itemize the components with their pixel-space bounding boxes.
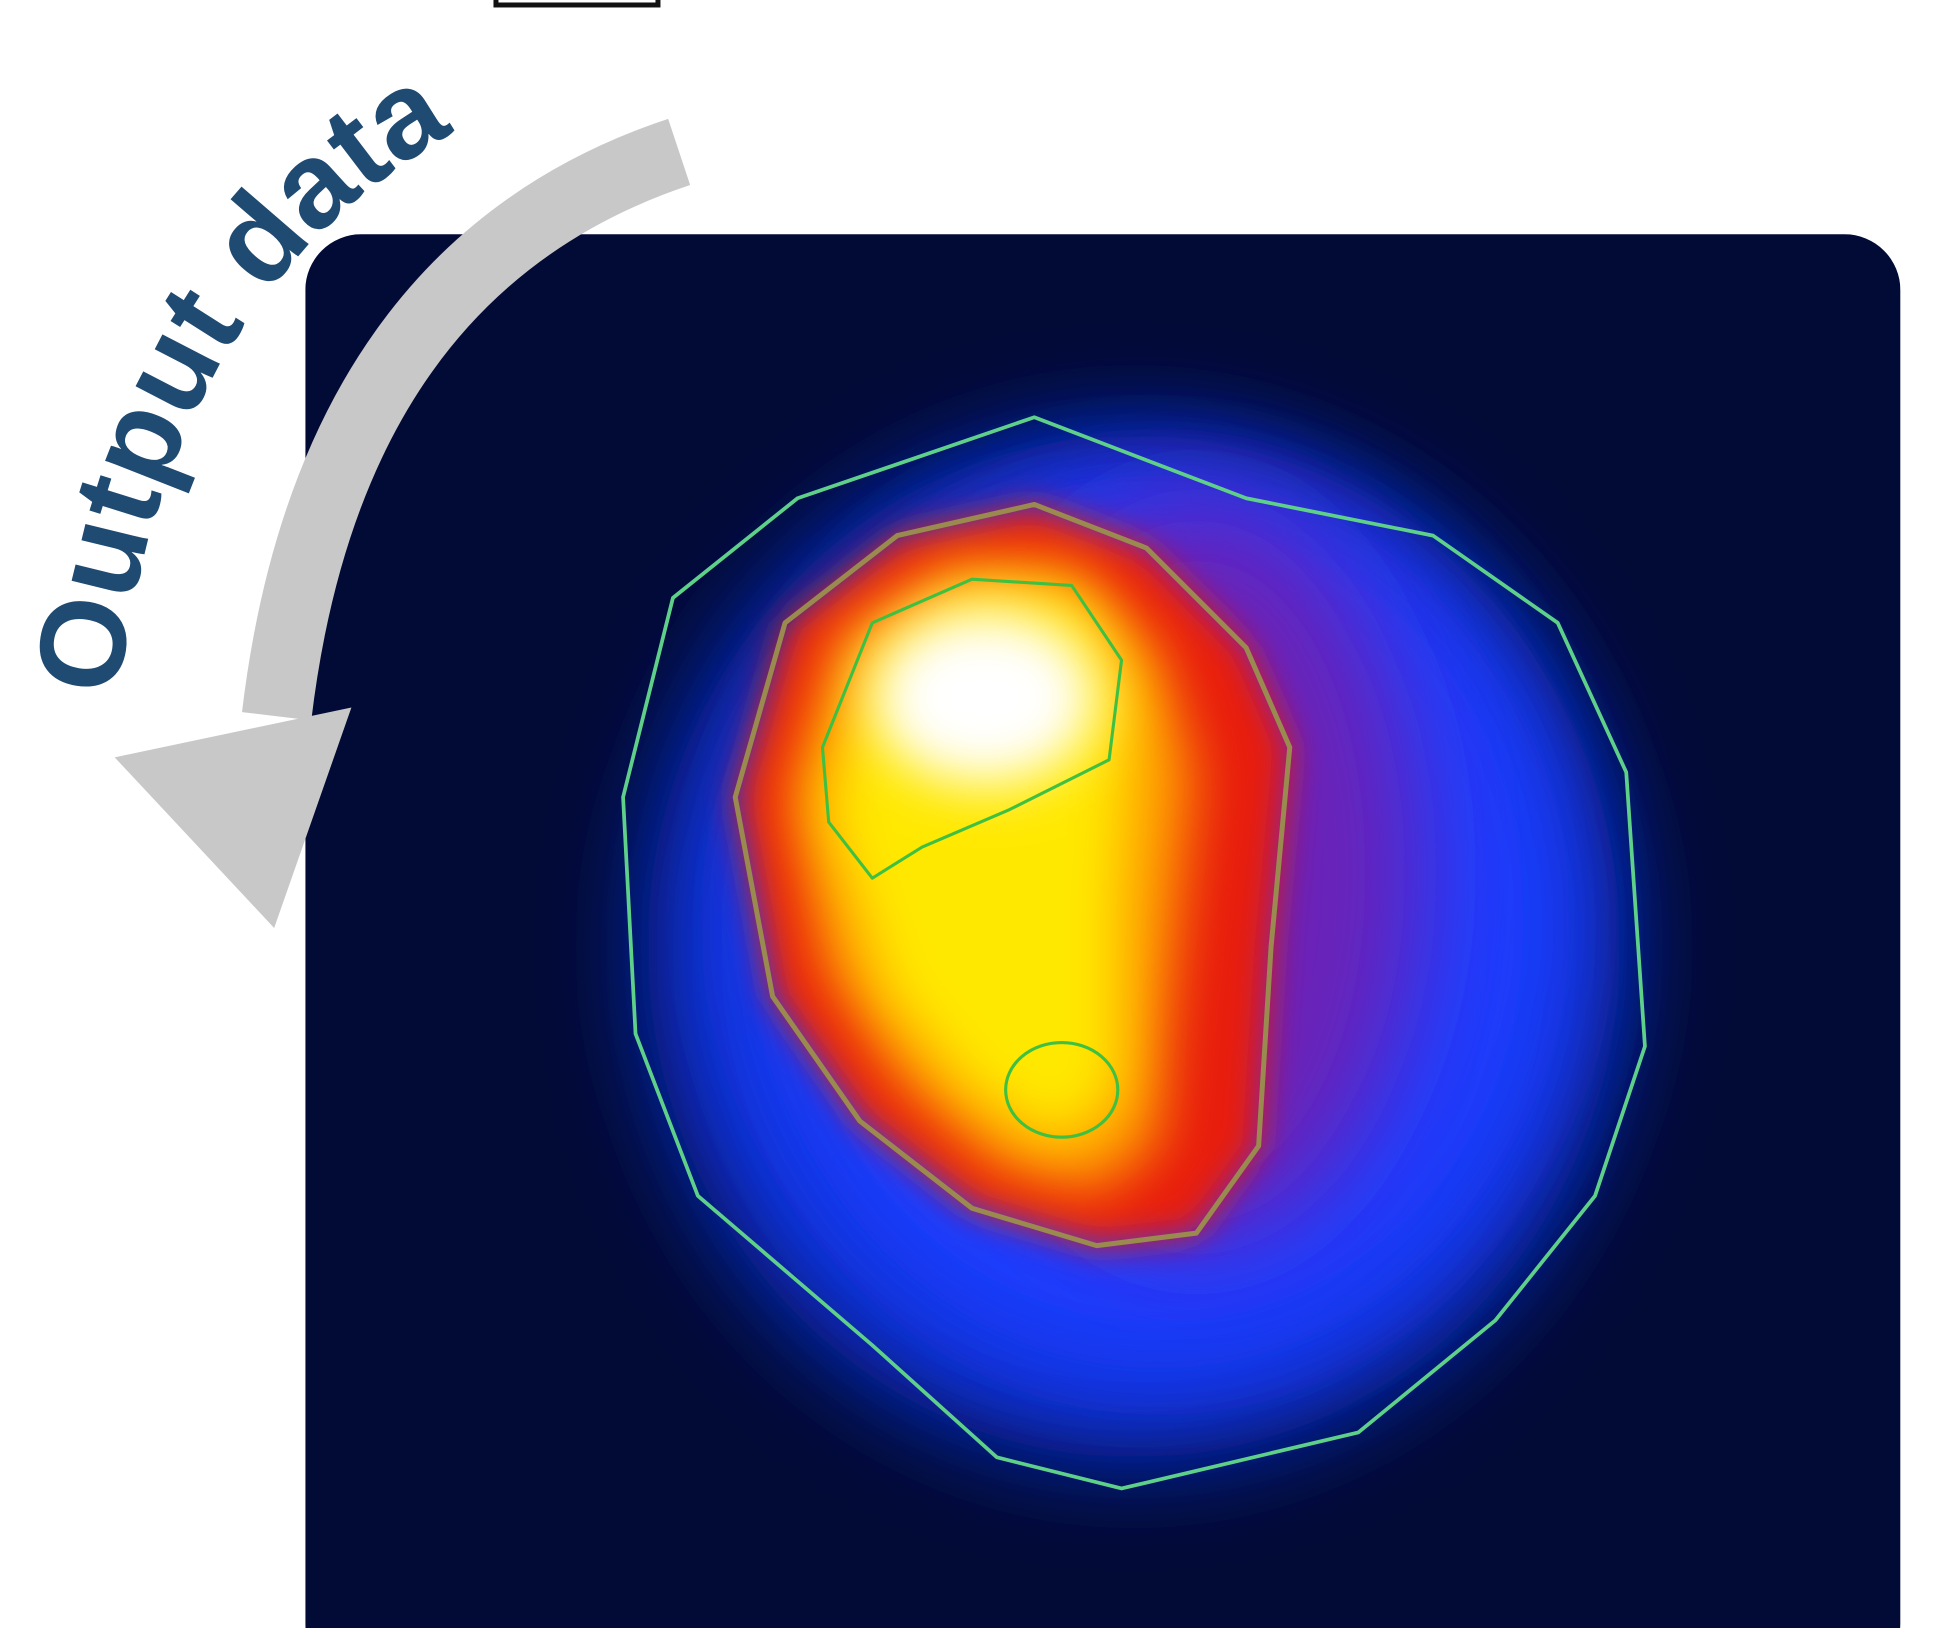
partial-box (496, 0, 658, 5)
heatmap-panel (305, 234, 1900, 1628)
page: {"label": "Output data"} Output data (()… (0, 0, 1944, 1628)
heat-peak (872, 610, 1096, 784)
diagram: Output data (0, 0, 1944, 1628)
